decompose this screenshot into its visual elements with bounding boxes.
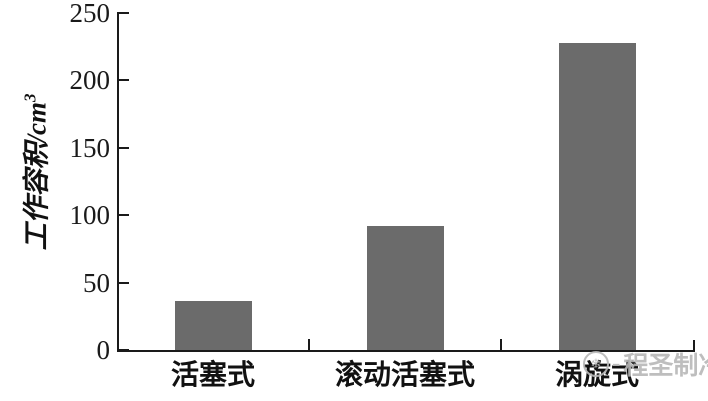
- x-axis-line: [117, 350, 695, 352]
- y-tick: [119, 349, 129, 351]
- y-tick-label: 100: [69, 200, 111, 231]
- y-axis-line: [117, 12, 119, 352]
- bar: [366, 225, 444, 350]
- x-tick: [500, 339, 502, 350]
- bar: [174, 301, 252, 350]
- watermark-separator: -: [612, 350, 621, 377]
- y-tick-label: 0: [96, 335, 111, 365]
- y-tick: [119, 12, 129, 14]
- x-axis-end-tick: [693, 340, 695, 350]
- watermark: ❄-程圣制冷: [583, 346, 708, 382]
- y-tick-label: 200: [69, 65, 111, 96]
- x-category-label: 滚动活塞式: [334, 360, 475, 391]
- y-tick: [119, 146, 129, 149]
- y-tick-label: 250: [69, 0, 111, 28]
- snowflake-logo-icon: ❄: [583, 351, 609, 377]
- watermark-text: 程圣制冷: [623, 353, 708, 380]
- bar: [558, 42, 636, 350]
- x-tick: [308, 339, 310, 350]
- x-category-label: 活塞式: [170, 360, 255, 391]
- y-tick: [119, 214, 129, 217]
- y-tick: [119, 281, 129, 284]
- y-tick-label: 150: [69, 132, 111, 163]
- y-tick-label: 50: [83, 267, 110, 298]
- y-tick: [119, 79, 129, 82]
